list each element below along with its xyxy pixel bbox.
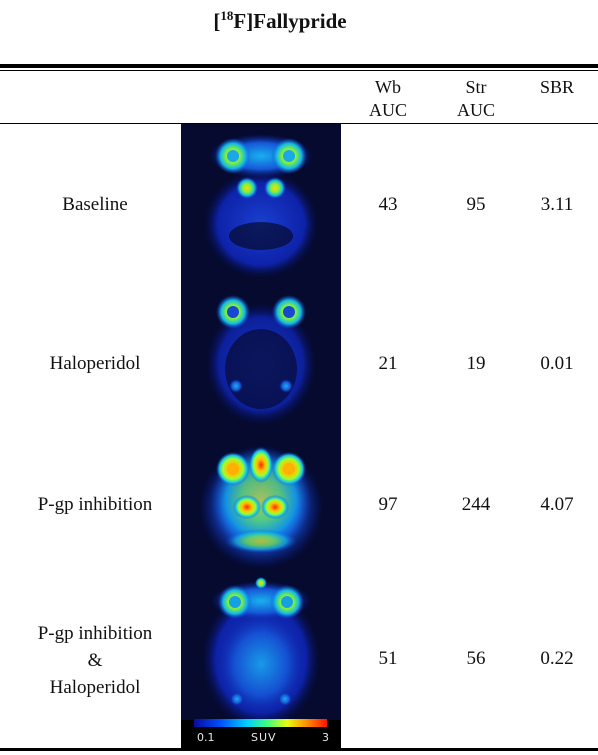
row-label-baseline: Baseline <box>62 194 128 215</box>
column-header-wb-auc: Wb AUC <box>353 76 423 122</box>
row-label-line: & <box>87 650 103 671</box>
cell-str-auc: 95 <box>466 194 486 215</box>
cell-wb-auc: 51 <box>378 648 398 669</box>
pet-image-baseline <box>181 124 341 279</box>
colorbar-max-label: 3 <box>322 731 329 744</box>
wb-header-line2: AUC <box>368 100 407 120</box>
column-header-str-auc: Str AUC <box>441 76 511 122</box>
row-label-line: Haloperidol <box>49 677 141 698</box>
colorbar-unit-label: SUV <box>251 731 277 744</box>
pet-image-pgp-haloperidol <box>181 569 341 748</box>
table-title: [18F]Fallypride <box>0 8 560 34</box>
cell-wb-auc: 97 <box>378 494 398 515</box>
str-header-line2: AUC <box>456 100 495 120</box>
bottom-rule <box>0 748 598 751</box>
top-rule-thin <box>0 70 598 71</box>
row-label-pgp-inhibition: P-gp inhibition <box>37 494 153 515</box>
pet-image-pgp-inhibition <box>181 429 341 569</box>
suv-colorbar <box>194 719 327 727</box>
column-header-sbr: SBR <box>539 77 575 97</box>
cell-sbr: 3.11 <box>540 194 574 215</box>
str-header-line1: Str <box>465 77 487 97</box>
wb-header-line1: Wb <box>375 77 401 97</box>
cell-sbr: 0.01 <box>540 353 574 374</box>
cell-wb-auc: 21 <box>378 353 398 374</box>
header-rule <box>0 123 598 124</box>
pet-image-haloperidol <box>181 279 341 429</box>
title-prefix: [ <box>213 9 221 33</box>
row-label-line: P-gp inhibition <box>37 623 153 644</box>
cell-wb-auc: 43 <box>378 194 398 215</box>
title-main: F]Fallypride <box>233 9 347 33</box>
row-label-haloperidol: Haloperidol <box>49 353 141 374</box>
cell-sbr: 0.22 <box>540 648 574 669</box>
row-label-pgp-haloperidol: P-gp inhibition & Haloperidol <box>10 620 180 701</box>
colorbar-min-label: 0.1 <box>197 731 215 744</box>
cell-str-auc: 244 <box>461 494 491 515</box>
cell-str-auc: 19 <box>466 353 486 374</box>
cell-sbr: 4.07 <box>540 494 574 515</box>
cell-str-auc: 56 <box>466 648 486 669</box>
title-isotope-mass: 18 <box>220 8 234 23</box>
top-rule-thick <box>0 64 598 68</box>
